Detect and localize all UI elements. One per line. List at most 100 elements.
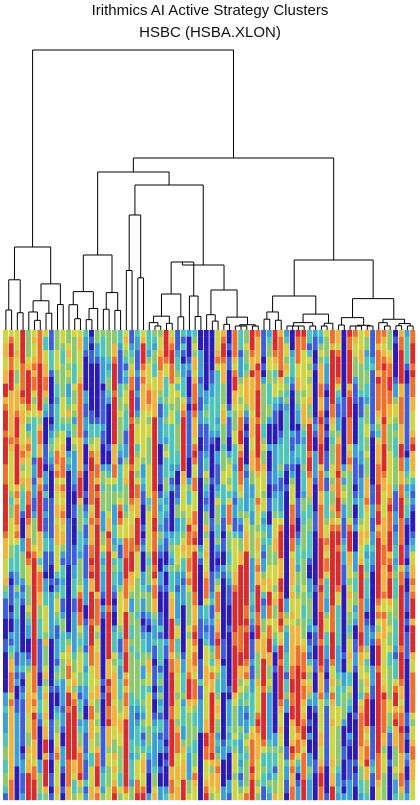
heatmap-cell bbox=[71, 786, 77, 794]
heatmap-cell bbox=[140, 665, 146, 673]
heatmap-cell bbox=[89, 397, 94, 405]
heatmap-cell bbox=[20, 531, 26, 539]
heatmap-cell bbox=[111, 390, 117, 398]
heatmap-cell bbox=[238, 679, 244, 687]
heatmap-cell bbox=[37, 585, 43, 593]
heatmap-cell bbox=[226, 612, 232, 619]
heatmap-cell bbox=[226, 518, 232, 525]
heatmap-cell bbox=[198, 558, 203, 566]
heatmap-cell bbox=[89, 330, 94, 337]
heatmap-cell bbox=[261, 766, 267, 774]
heatmap-cell bbox=[329, 403, 335, 411]
heatmap-cell bbox=[106, 551, 112, 559]
heatmap-cell bbox=[198, 450, 203, 458]
heatmap-cell bbox=[375, 484, 381, 492]
heatmap-cell bbox=[60, 330, 66, 337]
heatmap-cell bbox=[387, 424, 393, 431]
heatmap-cell bbox=[106, 659, 112, 666]
heatmap-cell bbox=[364, 410, 370, 418]
heatmap-cell bbox=[94, 793, 100, 801]
heatmap-cell bbox=[312, 726, 318, 734]
heatmap-cell bbox=[198, 511, 203, 519]
heatmap-cell bbox=[312, 618, 318, 626]
heatmap-cell bbox=[48, 497, 54, 505]
heatmap-cell bbox=[255, 652, 261, 660]
heatmap-cell bbox=[387, 712, 393, 720]
heatmap-cell bbox=[129, 726, 135, 734]
heatmap-cell bbox=[20, 511, 26, 519]
heatmap-cell bbox=[157, 417, 163, 425]
heatmap-cell bbox=[243, 484, 249, 492]
heatmap-cell bbox=[312, 786, 318, 794]
heatmap-cell bbox=[272, 571, 278, 579]
heatmap-cell bbox=[14, 706, 20, 713]
heatmap-cell bbox=[186, 558, 192, 566]
heatmap-cell bbox=[37, 410, 43, 418]
heatmap-cell bbox=[347, 773, 353, 781]
heatmap-cell bbox=[307, 712, 312, 720]
heatmap-cell bbox=[37, 699, 43, 707]
heatmap-cell bbox=[243, 450, 249, 458]
heatmap-cell bbox=[364, 471, 370, 478]
heatmap-cell bbox=[129, 350, 135, 358]
heatmap-cell bbox=[134, 397, 140, 405]
heatmap-cell bbox=[358, 551, 364, 559]
heatmap-cell bbox=[232, 773, 238, 781]
heatmap-cell bbox=[272, 779, 278, 787]
heatmap-cell bbox=[94, 477, 100, 485]
heatmap-cell bbox=[77, 336, 83, 344]
heatmap-cell bbox=[370, 397, 376, 405]
heatmap-cell bbox=[364, 531, 370, 539]
heatmap-cell bbox=[43, 370, 49, 378]
heatmap-cell bbox=[198, 786, 203, 794]
heatmap-cell bbox=[220, 612, 226, 619]
heatmap-cell bbox=[255, 336, 261, 344]
heatmap-cell bbox=[60, 417, 66, 425]
heatmap-cell bbox=[312, 739, 318, 747]
heatmap-cell bbox=[37, 558, 43, 566]
heatmap-cell bbox=[295, 363, 301, 371]
heatmap-cell bbox=[209, 343, 215, 351]
heatmap-cell bbox=[54, 652, 60, 660]
heatmap-cell bbox=[249, 531, 255, 539]
heatmap-cell bbox=[358, 336, 364, 344]
heatmap-cell bbox=[169, 685, 175, 693]
heatmap-cell bbox=[266, 726, 272, 734]
heatmap-cell bbox=[83, 585, 89, 593]
heatmap-cell bbox=[157, 551, 163, 559]
heatmap-cell bbox=[54, 793, 60, 801]
heatmap-cell bbox=[370, 484, 376, 492]
heatmap-cell bbox=[226, 377, 232, 384]
heatmap-cell bbox=[152, 417, 158, 425]
heatmap-cell bbox=[375, 424, 381, 431]
heatmap-cell bbox=[301, 524, 307, 532]
heatmap-cell bbox=[249, 779, 255, 787]
heatmap-cell bbox=[312, 578, 318, 586]
heatmap-cell bbox=[209, 471, 215, 478]
heatmap-cell bbox=[54, 511, 60, 519]
heatmap-cell bbox=[301, 692, 307, 700]
heatmap-cell bbox=[203, 726, 209, 734]
heatmap-cell bbox=[71, 598, 77, 606]
heatmap-cell bbox=[14, 450, 20, 458]
heatmap-cell bbox=[192, 504, 198, 512]
heatmap-cell bbox=[358, 363, 364, 371]
heatmap-cell bbox=[198, 638, 203, 646]
heatmap-cell bbox=[329, 746, 335, 754]
heatmap-cell bbox=[329, 424, 335, 431]
heatmap-cell bbox=[175, 786, 181, 794]
heatmap-cell bbox=[341, 403, 347, 411]
heatmap-cell bbox=[106, 786, 112, 794]
heatmap-cell bbox=[8, 538, 14, 546]
heatmap-cell bbox=[117, 531, 123, 539]
heatmap-cell bbox=[375, 430, 381, 438]
heatmap-cell bbox=[364, 444, 370, 452]
heatmap-cell bbox=[180, 410, 186, 418]
heatmap-cell bbox=[243, 659, 249, 666]
heatmap-cell bbox=[89, 578, 94, 586]
heatmap-cell bbox=[129, 343, 135, 351]
heatmap-cell bbox=[335, 739, 341, 747]
heatmap-cell bbox=[117, 350, 123, 358]
heatmap-cell bbox=[77, 719, 83, 727]
heatmap-cell bbox=[318, 457, 324, 465]
